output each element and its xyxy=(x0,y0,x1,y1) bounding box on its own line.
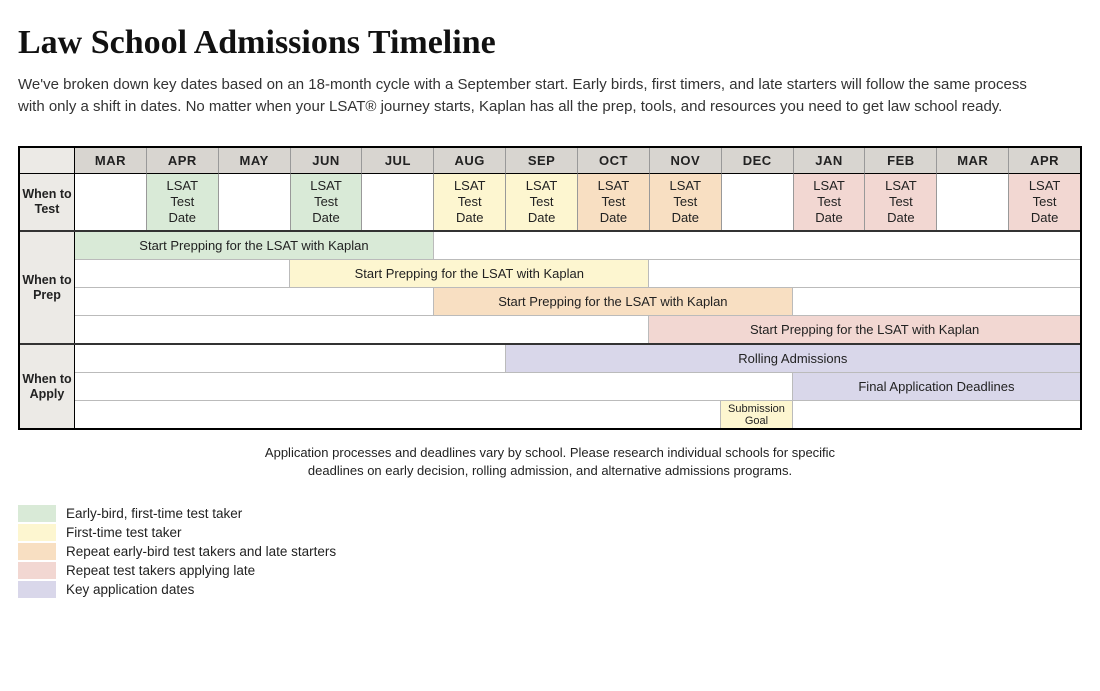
prep-segment xyxy=(649,260,1080,287)
month-header-cell: DEC xyxy=(722,148,794,174)
month-header-cell: AUG xyxy=(434,148,506,174)
page-title: Law School Admissions Timeline xyxy=(18,24,1082,62)
test-date-cell xyxy=(75,174,147,231)
apply-segment xyxy=(75,345,506,372)
legend-label: First-time test taker xyxy=(66,525,182,540)
legend-swatch xyxy=(18,543,56,560)
month-header-cell: MAR xyxy=(937,148,1009,174)
test-date-cell: LSATTestDate xyxy=(650,174,722,231)
month-header-cell: JAN xyxy=(794,148,866,174)
prep-bar-row: Start Prepping for the LSAT with Kaplan xyxy=(75,232,1080,260)
month-header-cell: NOV xyxy=(650,148,722,174)
test-date-cell: LSATTestDate xyxy=(794,174,866,231)
test-date-cell xyxy=(362,174,434,231)
test-date-cell: LSATTestDate xyxy=(1009,174,1080,231)
test-date-cell: LSATTestDate xyxy=(506,174,578,231)
legend-swatch xyxy=(18,505,56,522)
apply-segment: Final Application Deadlines xyxy=(793,373,1080,400)
test-date-cell xyxy=(937,174,1009,231)
legend-swatch xyxy=(18,562,56,579)
apply-bar-row: Final Application Deadlines xyxy=(75,373,1080,401)
prep-segment: Start Prepping for the LSAT with Kaplan xyxy=(290,260,649,287)
when-to-prep-row: When to Prep Start Prepping for the LSAT… xyxy=(20,230,1080,343)
legend-label: Repeat early-bird test takers and late s… xyxy=(66,544,336,559)
prep-segment xyxy=(434,232,1080,259)
legend-label: Early-bird, first-time test taker xyxy=(66,506,242,521)
row-label-apply: When to Apply xyxy=(20,345,75,428)
intro-text: We've broken down key dates based on an … xyxy=(18,74,1038,118)
footnote-text: Application processes and deadlines vary… xyxy=(240,444,860,480)
when-to-apply-row: When to Apply Rolling AdmissionsFinal Ap… xyxy=(20,343,1080,428)
month-header-cell: JUN xyxy=(291,148,363,174)
prep-bar-row: Start Prepping for the LSAT with Kaplan xyxy=(75,260,1080,288)
month-header-cell: OCT xyxy=(578,148,650,174)
test-date-cell: LSATTestDate xyxy=(578,174,650,231)
timeline-table: MARAPRMAYJUNJULAUGSEPOCTNOVDECJANFEBMARA… xyxy=(18,146,1082,431)
prep-segment xyxy=(75,316,649,343)
prep-segment xyxy=(75,288,434,315)
legend-item: Early-bird, first-time test taker xyxy=(18,505,1082,522)
month-header-cell: SEP xyxy=(506,148,578,174)
month-header-row: MARAPRMAYJUNJULAUGSEPOCTNOVDECJANFEBMARA… xyxy=(20,148,1080,174)
apply-segment xyxy=(793,401,1080,428)
legend-label: Repeat test takers applying late xyxy=(66,563,255,578)
month-header-cell: FEB xyxy=(865,148,937,174)
legend-item: Key application dates xyxy=(18,581,1082,598)
month-header-cell: MAR xyxy=(75,148,147,174)
prep-bar-row: Start Prepping for the LSAT with Kaplan xyxy=(75,316,1080,343)
prep-segment xyxy=(793,288,1080,315)
test-date-cell: LSATTestDate xyxy=(434,174,506,231)
prep-segment xyxy=(75,260,290,287)
row-label-prep: When to Prep xyxy=(20,232,75,343)
month-header-cell: JUL xyxy=(362,148,434,174)
prep-bar-row: Start Prepping for the LSAT with Kaplan xyxy=(75,288,1080,316)
prep-segment: Start Prepping for the LSAT with Kaplan xyxy=(75,232,434,259)
test-date-cell: LSATTestDate xyxy=(291,174,363,231)
test-date-cell xyxy=(219,174,291,231)
month-header-cell: APR xyxy=(1009,148,1080,174)
month-header-cell: MAY xyxy=(219,148,291,174)
apply-bar-row: Submission Goal xyxy=(75,401,1080,428)
prep-segment: Start Prepping for the LSAT with Kaplan xyxy=(434,288,793,315)
legend-item: First-time test taker xyxy=(18,524,1082,541)
apply-segment xyxy=(75,401,721,428)
apply-segment: Rolling Admissions xyxy=(506,345,1080,372)
test-date-cell: LSATTestDate xyxy=(147,174,219,231)
apply-segment: Submission Goal xyxy=(721,401,793,428)
prep-segment: Start Prepping for the LSAT with Kaplan xyxy=(649,316,1080,343)
row-label-test: When to Test xyxy=(20,174,75,231)
legend-item: Repeat early-bird test takers and late s… xyxy=(18,543,1082,560)
apply-segment xyxy=(75,373,793,400)
legend-swatch xyxy=(18,524,56,541)
apply-bar-row: Rolling Admissions xyxy=(75,345,1080,373)
legend: Early-bird, first-time test taker First-t… xyxy=(18,505,1082,598)
legend-item: Repeat test takers applying late xyxy=(18,562,1082,579)
test-date-cell xyxy=(722,174,794,231)
header-spacer xyxy=(20,148,75,174)
month-header-cell: APR xyxy=(147,148,219,174)
when-to-test-row: When to Test LSATTestDateLSATTestDateLSA… xyxy=(20,174,1080,231)
test-date-cell: LSATTestDate xyxy=(865,174,937,231)
legend-label: Key application dates xyxy=(66,582,194,597)
legend-swatch xyxy=(18,581,56,598)
